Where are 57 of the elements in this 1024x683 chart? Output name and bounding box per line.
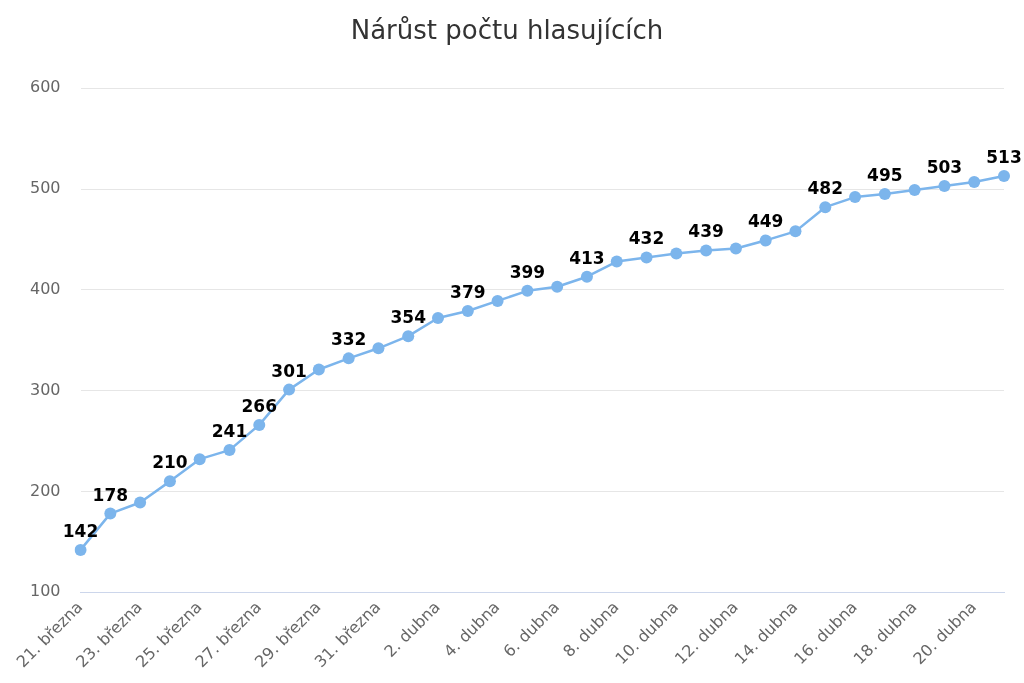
- data-label: 332: [330, 329, 367, 350]
- point: [163, 475, 176, 488]
- point: [849, 191, 862, 204]
- data-label: 241: [211, 421, 248, 442]
- point: [759, 234, 772, 247]
- point: [283, 383, 296, 396]
- point: [134, 496, 147, 509]
- y-tick-label: 200: [29, 480, 61, 500]
- point: [878, 188, 891, 201]
- y-tick-label: 600: [29, 77, 61, 97]
- point: [551, 280, 564, 293]
- data-label: 354: [390, 307, 427, 328]
- point: [580, 270, 593, 283]
- data-label: 449: [747, 211, 784, 232]
- data-label: 266: [241, 395, 278, 416]
- point: [998, 169, 1010, 182]
- point: [521, 284, 534, 297]
- data-label: 142: [62, 520, 99, 541]
- chart-title: Nárůst počtu hlasujících: [350, 15, 664, 46]
- y-tick-label: 400: [29, 278, 61, 298]
- point: [819, 201, 832, 214]
- point: [968, 175, 981, 188]
- point: [342, 352, 355, 365]
- data-label: 210: [152, 452, 188, 473]
- point: [312, 363, 325, 376]
- point: [104, 507, 117, 520]
- point: [461, 304, 474, 317]
- point: [223, 444, 236, 457]
- point: [402, 330, 415, 343]
- point: [908, 184, 921, 197]
- data-label: 503: [926, 156, 963, 177]
- point: [938, 179, 951, 192]
- point: [729, 242, 742, 255]
- data-label: 482: [807, 178, 844, 199]
- point: [491, 294, 504, 307]
- point: [372, 342, 385, 355]
- data-label: 413: [569, 247, 605, 268]
- data-label: 399: [509, 261, 546, 282]
- data-label: 432: [628, 228, 665, 249]
- data-label: 513: [986, 146, 1022, 167]
- data-label: 439: [688, 221, 724, 242]
- y-tick-label: 100: [29, 581, 61, 601]
- data-label: 178: [92, 484, 129, 505]
- y-tick-label: 500: [29, 178, 61, 198]
- point: [253, 418, 266, 431]
- point: [640, 251, 653, 264]
- point: [193, 453, 206, 466]
- point: [610, 255, 623, 268]
- data-label: 379: [450, 281, 486, 302]
- point: [789, 225, 802, 238]
- point: [432, 312, 445, 325]
- y-tick-label: 300: [29, 379, 61, 399]
- point: [670, 247, 683, 260]
- data-label: 495: [867, 164, 903, 185]
- point: [74, 543, 87, 556]
- data-label: 301: [271, 360, 307, 381]
- point: [700, 244, 713, 257]
